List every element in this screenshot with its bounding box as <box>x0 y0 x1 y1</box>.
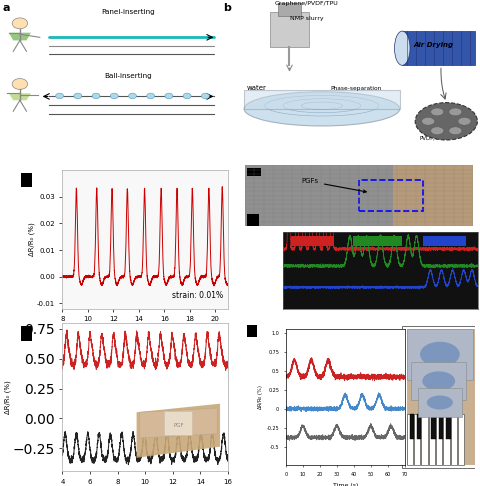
Bar <box>429 414 435 466</box>
Bar <box>421 414 428 466</box>
Ellipse shape <box>244 92 400 126</box>
X-axis label: Time (s): Time (s) <box>130 328 161 337</box>
Bar <box>402 31 475 65</box>
Text: Phase-separation: Phase-separation <box>330 86 381 91</box>
Ellipse shape <box>420 342 460 367</box>
Circle shape <box>147 93 155 99</box>
Bar <box>247 325 257 336</box>
Text: strain: 0.01%: strain: 0.01% <box>172 291 223 300</box>
Polygon shape <box>9 93 31 100</box>
Text: NMP slurry: NMP slurry <box>289 16 323 21</box>
Bar <box>353 236 402 245</box>
Circle shape <box>92 93 100 99</box>
Bar <box>407 414 413 466</box>
Bar <box>270 13 309 47</box>
Circle shape <box>415 103 478 140</box>
Bar <box>411 362 466 400</box>
Y-axis label: ΔR/R₀ (%): ΔR/R₀ (%) <box>5 381 11 414</box>
Y-axis label: $\Delta$R/R$_0$ (%): $\Delta$R/R$_0$ (%) <box>257 256 266 284</box>
Circle shape <box>12 79 28 89</box>
Bar <box>423 236 466 245</box>
Bar <box>409 414 414 439</box>
Bar <box>359 180 422 211</box>
Bar <box>278 3 301 16</box>
Circle shape <box>421 118 435 125</box>
Text: Ball-inserting: Ball-inserting <box>104 73 152 79</box>
Circle shape <box>202 93 209 99</box>
Bar <box>407 329 475 466</box>
Bar <box>414 414 420 466</box>
Circle shape <box>129 93 136 99</box>
Bar <box>451 414 457 466</box>
Bar <box>21 326 32 341</box>
Bar <box>402 326 475 469</box>
Bar <box>443 414 450 466</box>
X-axis label: Time (s): Time (s) <box>366 327 395 333</box>
Bar <box>446 414 451 439</box>
Circle shape <box>449 108 462 116</box>
Text: Air Drying: Air Drying <box>413 42 453 48</box>
Circle shape <box>183 93 191 99</box>
Polygon shape <box>9 33 31 40</box>
Bar <box>21 173 32 187</box>
Text: water: water <box>247 85 267 91</box>
Text: a: a <box>2 3 10 13</box>
Text: b: b <box>223 3 231 13</box>
Bar <box>436 414 443 466</box>
Circle shape <box>431 108 444 116</box>
Ellipse shape <box>422 371 455 391</box>
Bar <box>432 414 435 439</box>
Bar <box>439 414 443 439</box>
Text: PVDF/TPU: PVDF/TPU <box>420 136 447 141</box>
Ellipse shape <box>427 396 453 410</box>
Circle shape <box>56 93 63 99</box>
Bar <box>458 414 464 466</box>
Circle shape <box>449 127 462 135</box>
Bar <box>418 388 461 417</box>
Bar <box>417 414 421 439</box>
Circle shape <box>458 118 471 125</box>
Bar <box>407 329 473 380</box>
Circle shape <box>431 127 444 135</box>
Circle shape <box>12 18 28 29</box>
Circle shape <box>165 93 173 99</box>
Text: Panel-inserting: Panel-inserting <box>101 9 155 15</box>
Circle shape <box>110 93 118 99</box>
Polygon shape <box>244 90 400 109</box>
Circle shape <box>74 93 82 99</box>
Text: Graphene/PVDF/TPU: Graphene/PVDF/TPU <box>275 0 338 6</box>
Bar <box>393 165 473 226</box>
Bar <box>291 236 334 245</box>
Y-axis label: ΔR/R₀ (%): ΔR/R₀ (%) <box>29 223 35 256</box>
Text: PGFs: PGFs <box>302 178 366 193</box>
Ellipse shape <box>395 31 410 65</box>
Bar <box>247 168 261 176</box>
